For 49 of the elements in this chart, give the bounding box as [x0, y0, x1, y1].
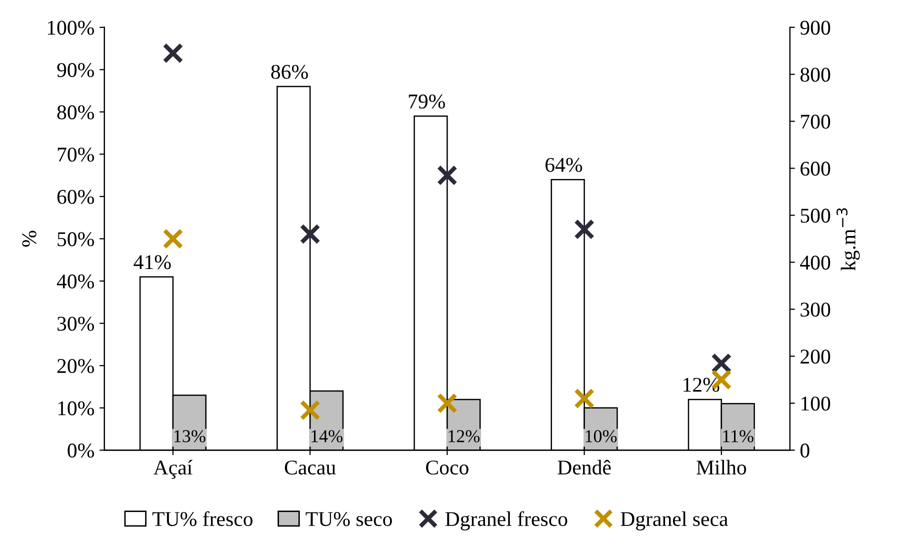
- data-label: 86%: [271, 64, 308, 79]
- point: [300, 400, 320, 421]
- legend-label: TU% seco: [306, 512, 392, 526]
- y-tick-label: 50%: [58, 232, 94, 246]
- y-tick-label: 80%: [57, 105, 94, 120]
- x-tick-label: Cacau: [284, 460, 336, 475]
- data-label: 13%: [174, 430, 206, 442]
- y-tick-label: 10%: [58, 401, 94, 416]
- data-label: 79%: [408, 94, 446, 109]
- y2-tick-label: 600: [800, 162, 830, 176]
- y2-tick-label: 400: [800, 256, 830, 270]
- y2-axis-title: kg.m$^{−3}$: [836, 208, 860, 271]
- y-tick-label: 20%: [57, 358, 94, 374]
- y-tick-label: 40%: [56, 274, 94, 289]
- y-tick-label: 30%: [58, 316, 94, 331]
- y-axis-title: %: [22, 230, 36, 247]
- y2-tick-label: 200: [800, 350, 830, 364]
- point: [162, 228, 184, 250]
- data-label: 64%: [546, 158, 582, 172]
- y2-tick-label: 800: [800, 68, 830, 82]
- y2-tick-label: 500: [800, 208, 830, 223]
- x-tick-label: Açaí: [154, 460, 192, 479]
- y2-tick-label: 900: [800, 20, 830, 35]
- point: [574, 388, 595, 409]
- legend-label: Dgranel seca: [620, 511, 728, 530]
- y-tick-label: 0%: [68, 444, 94, 458]
- x-tick-label: Coco: [426, 460, 468, 475]
- data-label: 14%: [312, 430, 342, 442]
- data-label: 10%: [586, 430, 617, 442]
- x-tick-label: Milho: [696, 460, 746, 475]
- y2-tick-label: 100: [802, 396, 830, 411]
- y-tick-label: 60%: [57, 190, 94, 204]
- legend-label: TU% fresco: [152, 511, 252, 526]
- data-label: 41%: [134, 255, 171, 270]
- point: [162, 42, 184, 64]
- point: [436, 165, 458, 186]
- y2-tick-label: 300: [800, 302, 830, 317]
- data-label: 11%: [723, 430, 754, 442]
- y-tick-label: 90%: [57, 63, 94, 78]
- y-tick-label: 100%: [48, 20, 94, 35]
- data-label: 12%: [448, 430, 480, 442]
- y2-tick-label: 700: [801, 114, 830, 129]
- x-tick-label: Dendê: [558, 460, 611, 475]
- y2-tick-label: 0: [800, 444, 810, 458]
- y-tick-label: 70%: [58, 148, 94, 162]
- point: [574, 219, 595, 240]
- point: [436, 392, 458, 414]
- point: [300, 224, 320, 244]
- legend-label: Dgranel fresco: [445, 511, 568, 530]
